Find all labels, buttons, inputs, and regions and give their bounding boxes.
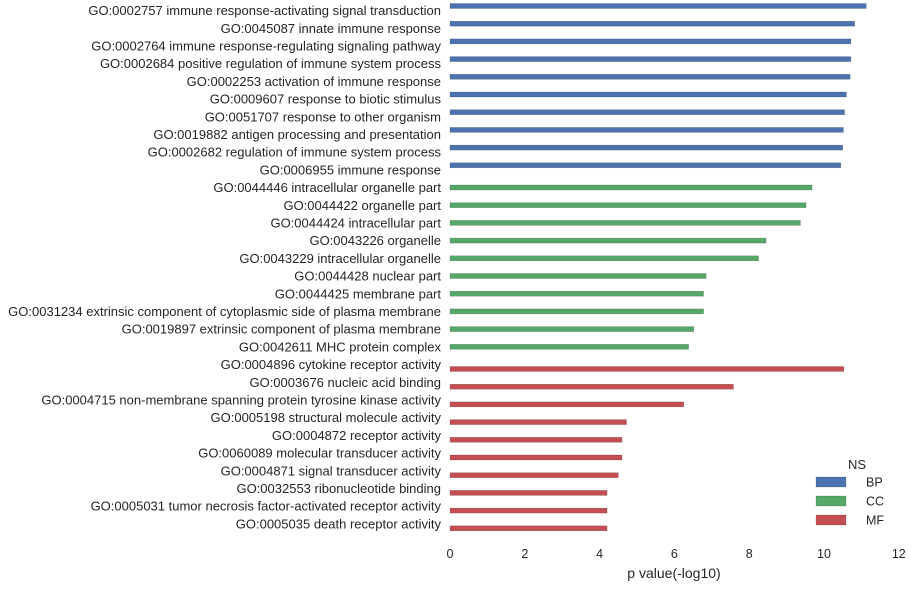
category-label: GO:0044428 nuclear part [294, 269, 441, 284]
bars-layer [449, 3, 867, 532]
x-axis-title: p value(-log10) [627, 565, 720, 581]
category-label: GO:0051707 response to other organism [205, 109, 441, 124]
bar-bp-3 [449, 56, 852, 62]
category-label: GO:0031234 extrinsic component of cytopl… [8, 304, 441, 319]
x-tick-label: 4 [596, 547, 603, 561]
category-label: GO:0006955 immune response [260, 162, 441, 177]
category-label: GO:0042611 MHC protein complex [239, 339, 442, 354]
category-label: GO:0004896 cytokine receptor activity [221, 357, 442, 372]
category-label: GO:0045087 innate immune response [221, 21, 441, 36]
category-label: GO:0019882 antigen processing and presen… [153, 127, 441, 142]
bar-cc-13 [449, 237, 767, 244]
bar-cc-11 [449, 202, 807, 208]
bar-cc-14 [449, 255, 759, 262]
bar-cc-19 [449, 344, 689, 350]
x-tick-label: 0 [447, 547, 454, 561]
bar-cc-18 [449, 326, 695, 332]
bar-bp-2 [449, 38, 852, 45]
bar-mf-24 [449, 437, 623, 443]
bar-mf-27 [449, 490, 608, 496]
bar-mf-21 [449, 383, 734, 390]
category-label: GO:0004715 non-membrane spanning protein… [41, 393, 441, 408]
bar-mf-23 [449, 419, 627, 425]
category-label: GO:0005035 death receptor activity [236, 516, 442, 531]
category-labels: GO:0002757 immune response-activating si… [8, 3, 441, 531]
category-label: GO:0044446 intracellular organelle part [213, 180, 441, 195]
bar-cc-10 [449, 184, 813, 191]
category-label: GO:0044422 organelle part [283, 198, 441, 213]
category-label: GO:0002684 positive regulation of immune… [100, 56, 442, 71]
category-label: GO:0044424 intracellular part [270, 216, 441, 231]
x-tick-label: 8 [746, 547, 753, 561]
category-label: GO:0005198 structural molecule activity [211, 410, 442, 425]
category-label: GO:0043229 intracellular organelle [239, 251, 441, 266]
category-label: GO:0002764 immune response-regulating si… [91, 39, 441, 54]
category-label: GO:0002253 activation of immune response [187, 74, 441, 89]
bar-bp-9 [449, 162, 842, 169]
category-label: GO:0003676 nucleic acid binding [249, 375, 441, 390]
category-label: GO:0002757 immune response-activating si… [88, 3, 441, 18]
bar-bp-4 [449, 74, 851, 80]
bar-mf-26 [449, 472, 619, 478]
legend-swatch-cc [815, 495, 847, 507]
category-label: GO:0060089 molecular transducer activity [198, 446, 441, 461]
category-label: GO:0032553 ribonucleotide binding [236, 481, 441, 496]
bar-bp-1 [449, 20, 855, 27]
bar-bp-7 [449, 127, 844, 133]
x-tick-label: 2 [521, 547, 528, 561]
category-label: GO:0002682 regulation of immune system p… [148, 145, 442, 160]
bar-mf-25 [449, 454, 623, 461]
category-label: GO:0009607 response to biotic stimulus [210, 92, 442, 107]
bar-mf-28 [449, 507, 608, 514]
category-label: GO:0044425 membrane part [275, 286, 442, 301]
bar-cc-12 [449, 220, 801, 226]
bar-mf-29 [449, 525, 608, 532]
bar-cc-17 [449, 308, 704, 315]
category-label: GO:0019897 extrinsic component of plasma… [122, 322, 441, 337]
category-label: GO:0004871 signal transducer activity [221, 463, 442, 478]
bar-mf-20 [449, 366, 845, 372]
legend-swatch-mf [815, 514, 847, 526]
legend: NS BP CC MF [815, 457, 884, 528]
bar-bp-5 [449, 91, 847, 98]
legend-label-mf: MF [866, 514, 884, 528]
legend-label-bp: BP [866, 476, 883, 490]
category-label: GO:0005031 tumor necrosis factor-activat… [91, 499, 442, 514]
legend-label-cc: CC [866, 495, 884, 509]
legend-swatch-bp [815, 476, 847, 488]
bar-bp-0 [449, 3, 867, 9]
bar-bp-6 [449, 109, 845, 115]
x-tick-label: 12 [892, 547, 906, 561]
legend-title: NS [848, 457, 866, 472]
bar-cc-16 [449, 290, 704, 297]
category-label: GO:0004872 receptor activity [272, 428, 442, 443]
bar-cc-15 [449, 273, 707, 279]
bar-mf-22 [449, 401, 684, 408]
x-tick-label: 10 [817, 547, 831, 561]
x-tick-label: 6 [671, 547, 678, 561]
category-label: GO:0043226 organelle [309, 233, 441, 248]
bar-bp-8 [449, 144, 843, 151]
x-axis: 0 2 4 6 8 10 12 [447, 547, 906, 561]
